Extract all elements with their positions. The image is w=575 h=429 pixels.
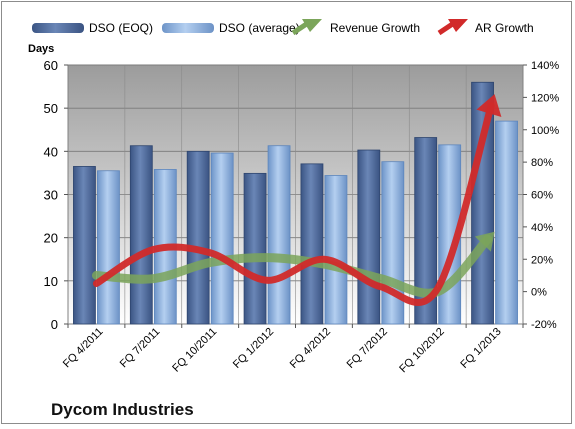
legend: DSO (EOQ) DSO (average) Revenue Growth A… [32,19,534,36]
bar-dso-average-fq-4-2011 [97,170,120,325]
arrowhead-ar-growth [476,94,502,117]
legend-label-ar-growth: AR Growth [475,21,534,35]
legend-item-ar-growth: AR Growth [437,19,534,36]
legend-swatch-dso-average [162,23,214,33]
bar-dso-eoq-fq-7-2011 [129,145,153,325]
x-tick-label-fq-1-2012: FQ 1/2012 [231,326,276,371]
x-tick-label-fq-7-2011: FQ 7/2011 [118,326,163,371]
legend-arrowhead-revenue-growth [302,19,322,32]
bar-dso-eoq-fq-7-2012 [357,149,381,325]
x-tick-label-fq-7-2012: FQ 7/2012 [345,326,390,371]
legend-label-dso-eoq: DSO (EOQ) [89,21,153,35]
bar-dso-average-fq-10-2011 [210,152,234,325]
legend-label-dso-average: DSO (average) [219,21,300,35]
line-ar-growth [92,102,495,306]
bar-dso-eoq-fq-10-2012 [414,137,438,325]
x-tick-label-fq-10-2012: FQ 10/2012 [397,326,447,376]
x-tick-label-fq-1-2013: FQ 1/2013 [458,326,503,371]
y-tick-label-50: 50 [44,101,58,116]
legend-swatch-dso-eoq [32,23,84,33]
x-tick-label-fq-10-2011: FQ 10/2011 [170,326,219,375]
bar-dso-average-fq-1-2012 [267,145,291,325]
y2-tick-label-100: 100% [531,125,559,137]
bar-dso-eoq-fq-4-2012 [300,163,324,325]
y2-tick-label-20: -20% [531,319,557,331]
y2-tick-label-0: 0% [531,287,547,299]
y2-tick-label-120: 120% [531,92,559,104]
bar-dso-eoq-fq-1-2013 [471,81,494,325]
legend-label-revenue-growth: Revenue Growth [330,21,420,35]
bar-dso-average-fq-1-2013 [495,120,518,325]
bar-dso-eoq-fq-4-2011 [73,166,96,325]
legend-item-dso-eoq: DSO (EOQ) [32,21,153,35]
legend-arrowhead-ar-growth [448,19,468,32]
arrowhead-revenue-growth [474,231,495,252]
y2-tick-label-140: 140% [531,60,559,72]
chart-frame: 0 10 20 30 40 50 60 -20% 0% 20% 40% 60% 80% 100% 120% 1… [1,1,572,424]
x-tick-label-fq-4-2011: FQ 4/2011 [61,326,106,371]
bar-dso-eoq-fq-1-2012 [243,172,267,325]
x-tick-label-fq-4-2012: FQ 4/2012 [288,326,333,371]
legend-item-revenue-growth: Revenue Growth [291,19,420,36]
y2-tick-label-40: 40% [531,222,553,234]
legend-item-dso-average: DSO (average) [162,21,300,35]
y2-tick-label-20: 20% [531,254,553,266]
bar-dso-eoq-fq-10-2011 [186,150,210,325]
y-axis-label: Days [28,43,54,55]
y-tick-label-40: 40 [44,144,58,159]
y-tick-label-60: 60 [44,58,58,73]
y-tick-label-10: 10 [44,274,58,289]
y2-tick-label-80: 80% [531,157,553,169]
y-tick-label-0: 0 [51,317,58,332]
bar-dso-average-fq-4-2012 [324,175,348,325]
y-tick-label-20: 20 [44,231,58,246]
chart-title: Dycom Industries [51,400,194,419]
y-tick-label-30: 30 [44,188,58,203]
y2-tick-label-60: 60% [531,190,553,202]
growth-lines-layer [91,94,502,306]
